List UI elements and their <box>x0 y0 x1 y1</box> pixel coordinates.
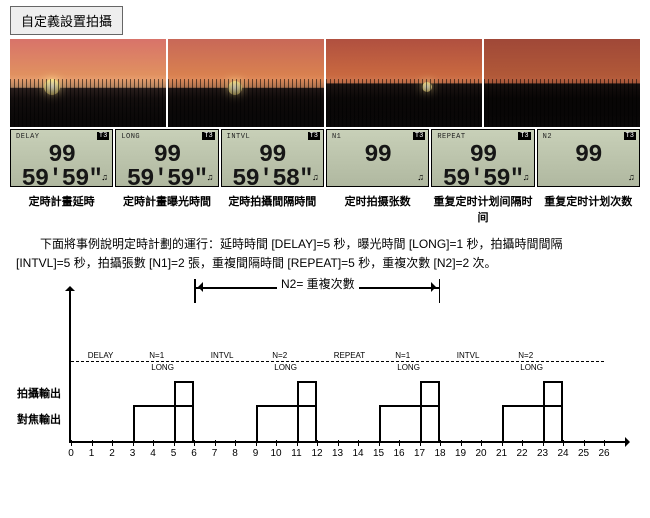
x-tick: 0 <box>61 448 81 459</box>
segment-label: LONG <box>274 363 297 372</box>
x-tick: 20 <box>471 448 491 459</box>
x-tick: 10 <box>266 448 286 459</box>
x-tick: 22 <box>512 448 532 459</box>
segment-label: N=2 <box>272 351 287 360</box>
sunset-photo <box>10 39 166 127</box>
lcd-label: 重复定时计划次数 <box>537 193 640 225</box>
segment-label: REPEAT <box>334 351 365 360</box>
lcd-display: T3REPEAT99 59'59"♫ <box>431 129 534 187</box>
lcd-display: T3LONG99 59'59"♫ <box>115 129 218 187</box>
x-tick: 12 <box>307 448 327 459</box>
x-tick: 25 <box>574 448 594 459</box>
music-icon: ♫ <box>313 173 318 183</box>
x-tick: 23 <box>533 448 553 459</box>
desc-line1: 下面將事例說明定時計劃的運行：延時時間 [DELAY]=5 秒，曝光時間 [LO… <box>16 235 634 254</box>
x-tick: 18 <box>430 448 450 459</box>
shoot-pulse <box>420 381 441 443</box>
x-tick: 7 <box>205 448 225 459</box>
segment-label: INTVL <box>457 351 480 360</box>
lcd-tag: T3 <box>413 132 425 140</box>
x-tick: 21 <box>492 448 512 459</box>
lcd-display: T3DELAY99 59'59"♫ <box>10 129 113 187</box>
n2-label: N2= 重複次數 <box>277 275 359 292</box>
shoot-pulse <box>174 381 195 443</box>
x-tick: 4 <box>143 448 163 459</box>
lcd-mode: DELAY <box>16 133 40 141</box>
x-tick: 16 <box>389 448 409 459</box>
lcd-tag: T3 <box>202 132 214 140</box>
lcd-digits: 99 59'59" <box>116 144 217 192</box>
x-tick: 1 <box>82 448 102 459</box>
x-tick: 13 <box>328 448 348 459</box>
description: 下面將事例說明定時計劃的運行：延時時間 [DELAY]=5 秒，曝光時間 [LO… <box>0 225 650 277</box>
y-label: 對焦輸出 <box>17 411 61 427</box>
lcd-mode: LONG <box>121 133 140 141</box>
section-header: 自定義設置拍攝 <box>10 6 123 35</box>
segment-label: DELAY <box>88 351 114 360</box>
segment-label: LONG <box>397 363 420 372</box>
lcd-digits: 99 59'58" <box>222 144 323 192</box>
x-tick: 5 <box>164 448 184 459</box>
shoot-pulse <box>297 381 318 443</box>
lcd-label: 重复定时计划间隔时间 <box>431 193 534 225</box>
sunset-photo <box>326 39 482 127</box>
lcd-tag: T3 <box>97 132 109 140</box>
segment-label: N=1 <box>149 351 164 360</box>
lcd-digits: 99 <box>327 144 428 168</box>
sunset-photos <box>0 39 650 127</box>
lcd-digits: 99 59'59" <box>432 144 533 192</box>
sunset-photo <box>484 39 640 127</box>
segment-label: LONG <box>151 363 174 372</box>
x-tick: 11 <box>287 448 307 459</box>
x-tick: 8 <box>225 448 245 459</box>
timing-diagram: 0123456789101112131415161718192021222324… <box>15 277 635 467</box>
segment-label: N=1 <box>395 351 410 360</box>
lcd-row: T3DELAY99 59'59"♫T3LONG99 59'59"♫T3INTVL… <box>0 127 650 187</box>
music-icon: ♫ <box>523 173 528 183</box>
lcd-display: T3 N1 99 ♫ <box>326 129 429 187</box>
lcd-label: 定時拍攝間隔時間 <box>221 193 324 225</box>
y-axis <box>69 287 71 443</box>
lcd-digits: 99 <box>538 144 639 168</box>
lcd-tag: T3 <box>518 132 530 140</box>
y-label: 拍攝輸出 <box>17 385 61 401</box>
lcd-mode: INTVL <box>227 133 251 141</box>
lcd-display: T3INTVL99 59'58"♫ <box>221 129 324 187</box>
lcd-label: 定時計畫延時 <box>10 193 113 225</box>
segment-label: INTVL <box>211 351 234 360</box>
x-tick: 9 <box>246 448 266 459</box>
shoot-pulse <box>543 381 564 443</box>
music-icon: ♫ <box>629 173 634 183</box>
x-tick: 2 <box>102 448 122 459</box>
desc-line2: [INTVL]=5 秒，拍攝張數 [N1]=2 張，重複間隔時間 [REPEAT… <box>16 254 634 273</box>
x-tick: 19 <box>451 448 471 459</box>
lcd-mode: N1 <box>332 133 341 141</box>
lcd-digits: 99 59'59" <box>11 144 112 192</box>
music-icon: ♫ <box>102 173 107 183</box>
x-tick: 3 <box>123 448 143 459</box>
music-icon: ♫ <box>207 173 212 183</box>
lcd-label: 定时拍摄张数 <box>326 193 429 225</box>
lcd-mode: N2 <box>543 133 552 141</box>
lcd-tag: T3 <box>624 132 636 140</box>
x-tick: 24 <box>553 448 573 459</box>
segment-label: LONG <box>520 363 543 372</box>
lcd-display: T3 N2 99 ♫ <box>537 129 640 187</box>
lcd-tag: T3 <box>308 132 320 140</box>
x-tick: 14 <box>348 448 368 459</box>
x-tick: 26 <box>594 448 614 459</box>
segment-label: N=2 <box>518 351 533 360</box>
lcd-mode: REPEAT <box>437 133 465 141</box>
lcd-label: 定時計畫曝光時間 <box>115 193 218 225</box>
music-icon: ♫ <box>418 173 423 183</box>
sunset-photo <box>168 39 324 127</box>
x-tick: 15 <box>369 448 389 459</box>
x-tick: 17 <box>410 448 430 459</box>
x-tick: 6 <box>184 448 204 459</box>
